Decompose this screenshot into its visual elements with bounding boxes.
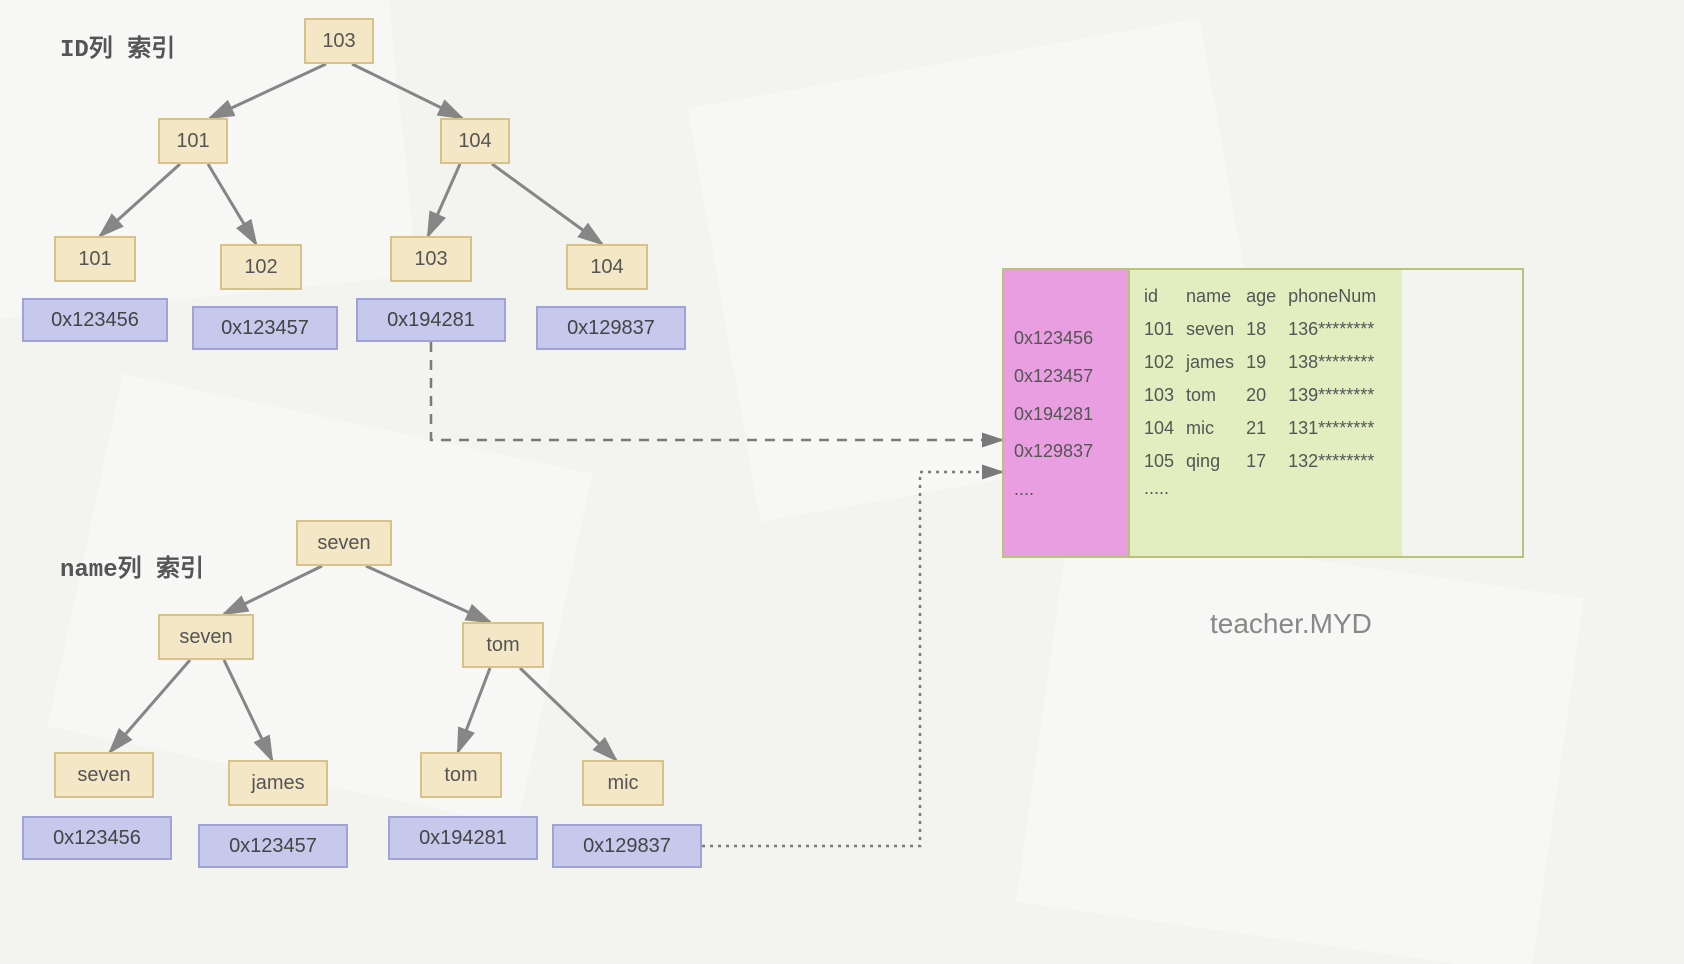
cell: 102 — [1144, 346, 1186, 379]
cell: mic — [1186, 412, 1246, 445]
addr-cell: 0x123456 — [1014, 320, 1118, 358]
cell: james — [1186, 346, 1246, 379]
tree1-leaf-key: 103 — [390, 236, 472, 282]
data-rows: id name age phoneNum 101 seven 18 136***… — [1144, 280, 1388, 478]
cell: 104 — [1144, 412, 1186, 445]
cell: 21 — [1246, 412, 1288, 445]
tree1-leaf-key: 102 — [220, 244, 302, 290]
cell: qing — [1186, 445, 1246, 478]
tree2-mid-left: seven — [158, 614, 254, 660]
tree2-root: seven — [296, 520, 392, 566]
tree1-leaf-ptr: 0x194281 — [356, 298, 506, 342]
tree2-title: name列 索引 — [60, 548, 204, 584]
cell: 131******** — [1288, 412, 1388, 445]
addr-cell: 0x129837 — [1014, 433, 1118, 471]
cell: seven — [1186, 313, 1246, 346]
tree1-title: ID列 索引 — [60, 28, 175, 64]
tree2-leaf-ptr: 0x123456 — [22, 816, 172, 860]
cell: 136******** — [1288, 313, 1388, 346]
trailing: ..... — [1144, 478, 1388, 499]
cell: 101 — [1144, 313, 1186, 346]
tree1-root: 103 — [304, 18, 374, 64]
cell: 139******** — [1288, 379, 1388, 412]
tree1-leaf-ptr: 0x123456 — [22, 298, 168, 342]
tree2-leaf-ptr: 0x123457 — [198, 824, 348, 868]
tree2-leaf-key: seven — [54, 752, 154, 798]
cell: 19 — [1246, 346, 1288, 379]
addr-cell: 0x194281 — [1014, 396, 1118, 434]
cell: 18 — [1246, 313, 1288, 346]
tree1-mid-left: 101 — [158, 118, 228, 164]
cell: 105 — [1144, 445, 1186, 478]
col-header: name — [1186, 280, 1246, 313]
tree2-leaf-ptr: 0x194281 — [388, 816, 538, 860]
tree2-leaf-ptr: 0x129837 — [552, 824, 702, 868]
tree1-leaf-key: 101 — [54, 236, 136, 282]
tree2-mid-right: tom — [462, 622, 544, 668]
tree1-mid-right: 104 — [440, 118, 510, 164]
cell: tom — [1186, 379, 1246, 412]
col-header: phoneNum — [1288, 280, 1388, 313]
table-caption: teacher.MYD — [1210, 608, 1372, 640]
table-addr-col: 0x123456 0x123457 0x194281 0x129837 .... — [1004, 270, 1130, 556]
tree1-leaf-ptr: 0x123457 — [192, 306, 338, 350]
tree2-leaf-key: mic — [582, 760, 664, 806]
cell: 17 — [1246, 445, 1288, 478]
table-data-col: id name age phoneNum 101 seven 18 136***… — [1130, 270, 1402, 556]
data-file-table: 0x123456 0x123457 0x194281 0x129837 ....… — [1002, 268, 1524, 558]
addr-cell: 0x123457 — [1014, 358, 1118, 396]
col-header: age — [1246, 280, 1288, 313]
addr-cell: .... — [1014, 471, 1118, 509]
cell: 20 — [1246, 379, 1288, 412]
tree1-leaf-ptr: 0x129837 — [536, 306, 686, 350]
tree2-leaf-key: tom — [420, 752, 502, 798]
tree2-leaf-key: james — [228, 760, 328, 806]
col-header: id — [1144, 280, 1186, 313]
tree1-leaf-key: 104 — [566, 244, 648, 290]
cell: 132******** — [1288, 445, 1388, 478]
cell: 103 — [1144, 379, 1186, 412]
cell: 138******** — [1288, 346, 1388, 379]
